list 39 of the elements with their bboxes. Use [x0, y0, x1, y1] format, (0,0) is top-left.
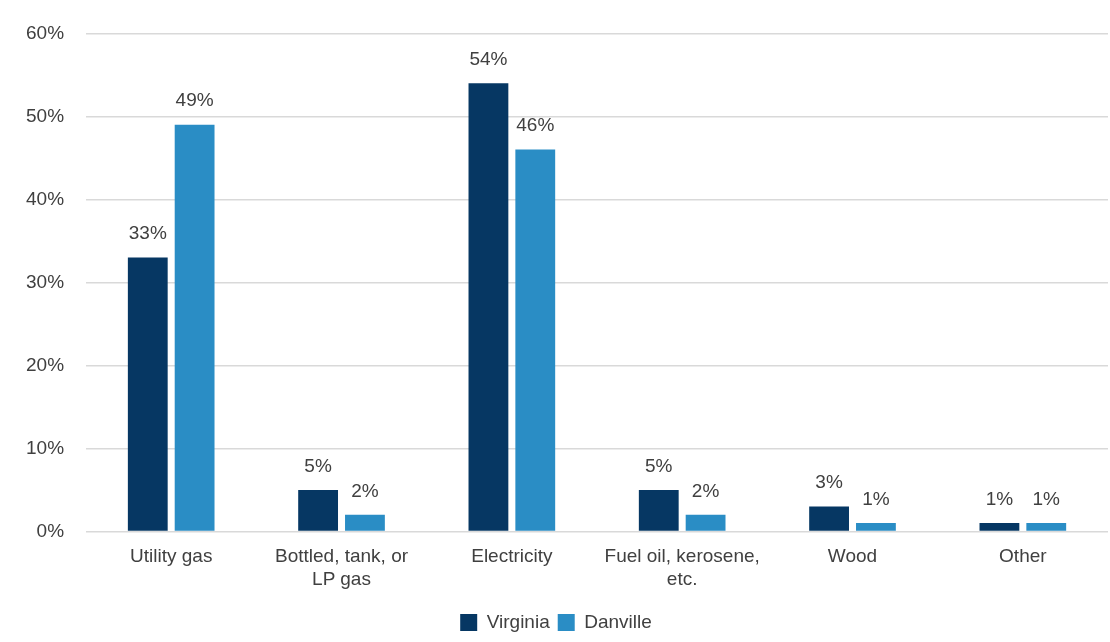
y-tick-label: 50% — [26, 104, 65, 126]
x-tick-label: Other — [999, 545, 1048, 567]
y-tick-label: 60% — [26, 21, 65, 43]
data-label: 54% — [469, 47, 508, 69]
bar — [809, 506, 849, 531]
data-label: 2% — [691, 479, 720, 501]
bar — [979, 523, 1020, 531]
bar — [685, 514, 726, 531]
x-tick-label: Electricity — [471, 545, 553, 567]
legend-label: Virginia — [486, 610, 551, 632]
data-label: 49% — [175, 89, 214, 111]
data-label: 1% — [1032, 487, 1061, 509]
bar — [1026, 523, 1067, 531]
data-label: 2% — [351, 479, 379, 501]
bar — [298, 489, 339, 531]
bar — [515, 149, 556, 531]
x-tick-label: Bottled, tank, or LP gas — [274, 545, 409, 589]
legend-label: Danville — [584, 610, 652, 632]
x-tick-label: Fuel oil, kerosene, etc. — [604, 545, 760, 589]
data-label: 33% — [128, 222, 167, 244]
bar — [856, 523, 896, 531]
bar — [345, 514, 385, 531]
bar — [638, 489, 679, 531]
y-tick-label: 0% — [36, 519, 65, 541]
data-label: 5% — [304, 454, 332, 476]
bar — [127, 257, 168, 531]
y-tick-label: 40% — [26, 187, 65, 209]
y-tick-label: 20% — [26, 353, 65, 375]
bar — [174, 124, 215, 531]
data-label: 1% — [985, 487, 1014, 509]
data-label: 3% — [815, 471, 843, 493]
y-tick-label: 10% — [26, 436, 65, 458]
data-label: 5% — [645, 454, 673, 476]
x-tick-label: Wood — [827, 545, 878, 567]
data-label: 46% — [516, 114, 555, 136]
bar — [468, 83, 509, 531]
data-label: 1% — [862, 487, 890, 509]
y-tick-label: 30% — [26, 270, 65, 292]
x-tick-label: Utility gas — [130, 545, 213, 567]
